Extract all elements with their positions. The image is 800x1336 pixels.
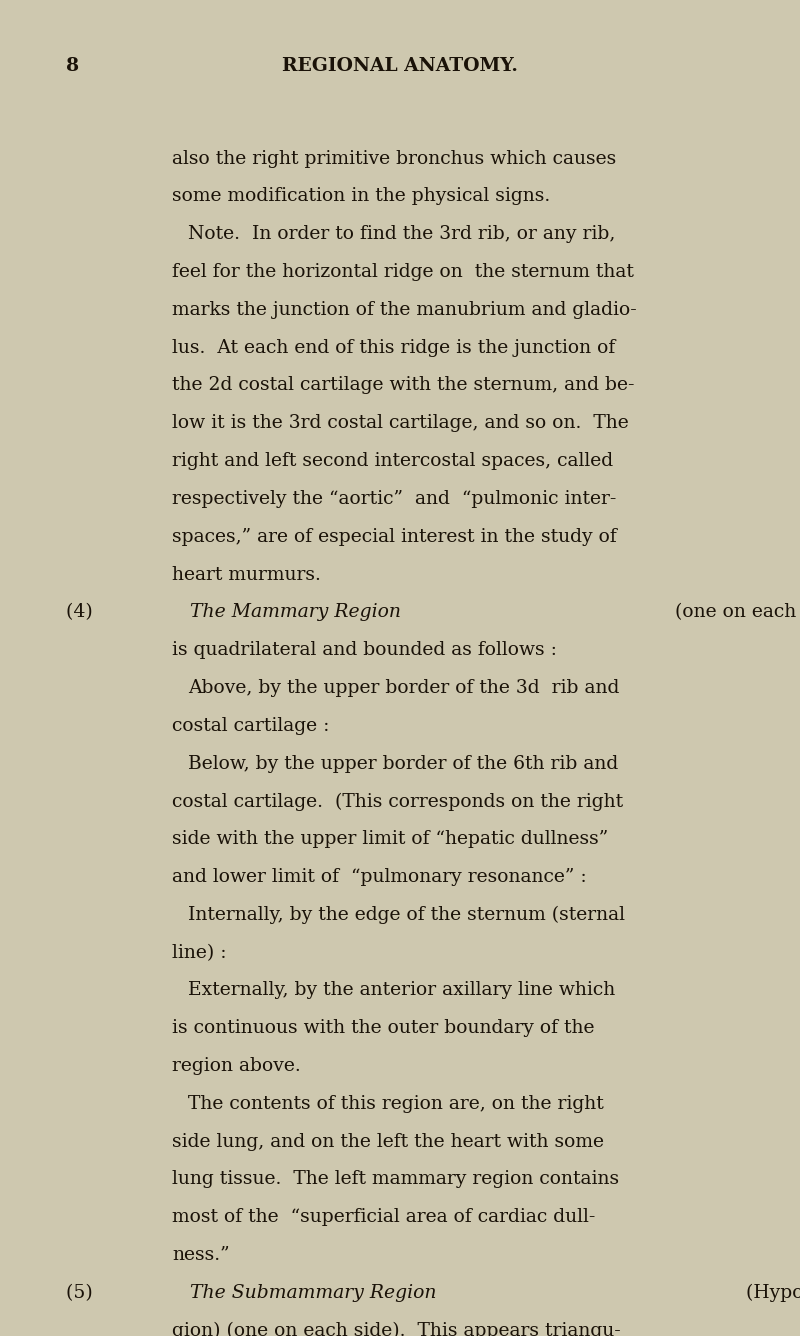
Text: most of the  “superficial area of cardiac dull-: most of the “superficial area of cardiac… xyxy=(172,1208,595,1226)
Text: Below, by the upper border of the 6th rib and: Below, by the upper border of the 6th ri… xyxy=(188,755,618,772)
Text: right and left second intercostal spaces, called: right and left second intercostal spaces… xyxy=(172,452,613,470)
Text: feel for the horizontal ridge on  the sternum that: feel for the horizontal ridge on the ste… xyxy=(172,263,634,281)
Text: is continuous with the outer boundary of the: is continuous with the outer boundary of… xyxy=(172,1019,594,1037)
Text: The contents of this region are, on the right: The contents of this region are, on the … xyxy=(188,1094,604,1113)
Text: Internally, by the edge of the sternum (sternal: Internally, by the edge of the sternum (… xyxy=(188,906,625,925)
Text: marks the junction of the manubrium and gladio-: marks the junction of the manubrium and … xyxy=(172,301,637,319)
Text: side with the upper limit of “hepatic dullness”: side with the upper limit of “hepatic du… xyxy=(172,830,608,848)
Text: lus.  At each end of this ridge is the junction of: lus. At each end of this ridge is the ju… xyxy=(172,338,615,357)
Text: costal cartilage.  (This corresponds on the right: costal cartilage. (This corresponds on t… xyxy=(172,792,623,811)
Text: (one on each side).   This: (one on each side). This xyxy=(669,604,800,621)
Text: low it is the 3rd costal cartilage, and so on.  The: low it is the 3rd costal cartilage, and … xyxy=(172,414,629,433)
Text: some modification in the physical signs.: some modification in the physical signs. xyxy=(172,187,550,206)
Text: region above.: region above. xyxy=(172,1057,301,1075)
Text: The Mammary Region: The Mammary Region xyxy=(190,604,401,621)
Text: 8: 8 xyxy=(66,57,78,75)
Text: also the right primitive bronchus which causes: also the right primitive bronchus which … xyxy=(172,150,616,167)
Text: Externally, by the anterior axillary line which: Externally, by the anterior axillary lin… xyxy=(188,982,615,999)
Text: (4): (4) xyxy=(66,604,104,621)
Text: Note.  In order to find the 3rd rib, or any rib,: Note. In order to find the 3rd rib, or a… xyxy=(188,226,615,243)
Text: spaces,” are of especial interest in the study of: spaces,” are of especial interest in the… xyxy=(172,528,617,545)
Text: and lower limit of  “pulmonary resonance” :: and lower limit of “pulmonary resonance”… xyxy=(172,868,586,886)
Text: ness.”: ness.” xyxy=(172,1246,230,1264)
Text: The Submammary Region: The Submammary Region xyxy=(190,1284,436,1301)
Text: Above, by the upper border of the 3d  rib and: Above, by the upper border of the 3d rib… xyxy=(188,679,619,697)
Text: line) :: line) : xyxy=(172,943,226,962)
Text: (Hypochondriac Re-: (Hypochondriac Re- xyxy=(740,1284,800,1303)
Text: the 2d costal cartilage with the sternum, and be-: the 2d costal cartilage with the sternum… xyxy=(172,377,634,394)
Text: REGIONAL ANATOMY.: REGIONAL ANATOMY. xyxy=(282,57,518,75)
Text: costal cartilage :: costal cartilage : xyxy=(172,716,330,735)
Text: side lung, and on the left the heart with some: side lung, and on the left the heart wit… xyxy=(172,1133,604,1150)
Text: lung tissue.  The left mammary region contains: lung tissue. The left mammary region con… xyxy=(172,1170,619,1189)
Text: respectively the “aortic”  and  “pulmonic inter-: respectively the “aortic” and “pulmonic … xyxy=(172,490,616,508)
Text: (5): (5) xyxy=(66,1284,104,1301)
Text: is quadrilateral and bounded as follows :: is quadrilateral and bounded as follows … xyxy=(172,641,557,659)
Text: heart murmurs.: heart murmurs. xyxy=(172,565,321,584)
Text: gion) (one on each side).  This appears triangu-: gion) (one on each side). This appears t… xyxy=(172,1321,621,1336)
